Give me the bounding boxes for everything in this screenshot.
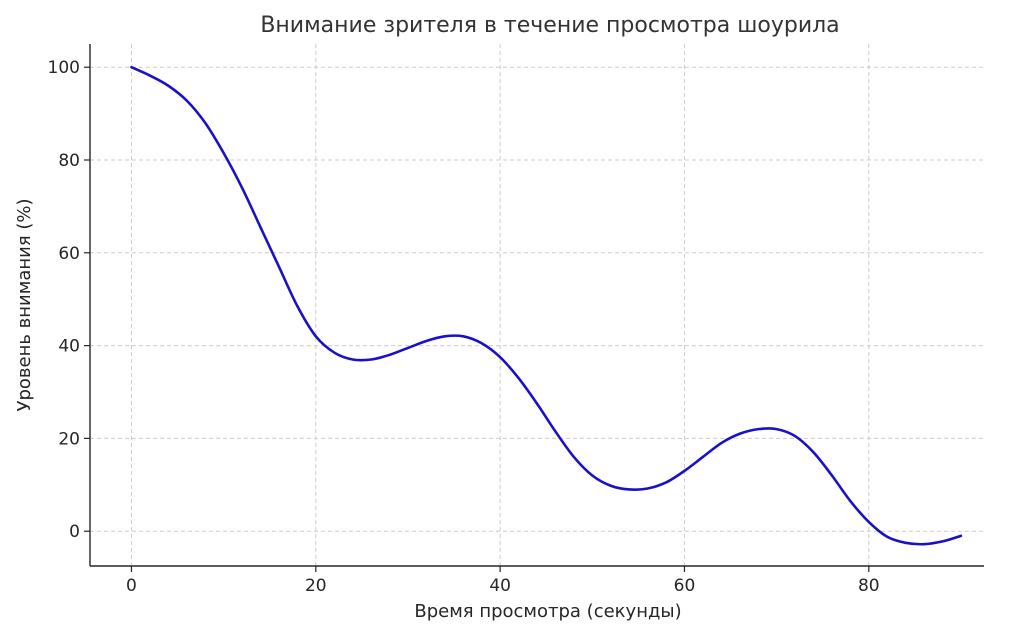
y-tick-label: 60 <box>58 244 80 264</box>
series-layer <box>130 65 963 546</box>
ticks: 0 20 40 60 80 0 20 40 60 80 100 <box>48 58 880 596</box>
y-tick-label: 20 <box>58 429 80 449</box>
axes <box>89 44 984 567</box>
y-tick-label: 80 <box>58 151 80 171</box>
y-axis-label: Уровень внимания (%) <box>14 198 35 411</box>
x-tick-label: 0 <box>126 576 137 596</box>
chart-title: Внимание зрителя в течение просмотра шоу… <box>260 13 839 38</box>
y-tick-label: 100 <box>48 58 80 78</box>
x-axis-label: Время просмотра (секунды) <box>414 601 681 622</box>
y-tick-label: 40 <box>58 337 80 357</box>
x-tick-label: 60 <box>674 576 696 596</box>
x-tick-label: 20 <box>305 576 327 596</box>
series-line <box>130 65 963 546</box>
x-tick-label: 80 <box>858 576 880 596</box>
grid-lines <box>90 44 984 566</box>
y-tick-label: 0 <box>69 522 80 542</box>
x-tick-label: 40 <box>489 576 511 596</box>
